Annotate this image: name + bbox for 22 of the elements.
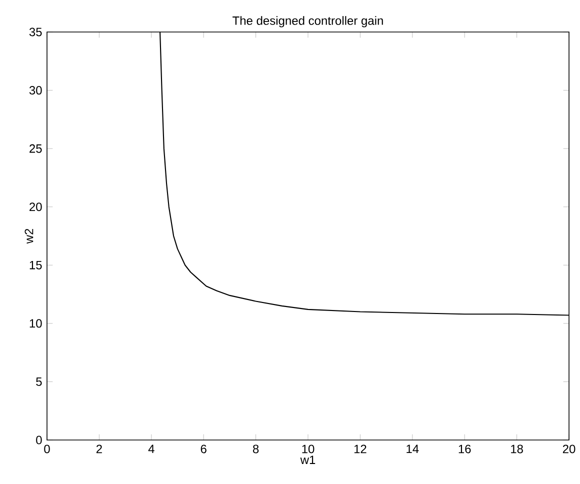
x-tick-label: 18: [511, 444, 523, 454]
x-tick-label: 12: [354, 444, 366, 454]
x-tick-label: 14: [406, 444, 419, 453]
y-tick-label: 35: [29, 28, 42, 36]
x-tick-label: 20: [562, 444, 576, 454]
y-tick-label: 25: [30, 144, 42, 153]
x-tick-label: 16: [458, 444, 471, 454]
y-tick-label: 5: [36, 378, 42, 386]
chart-title: The designed controller gain: [232, 16, 383, 28]
x-tick-label: 6: [200, 444, 206, 454]
x-tick-label: 0: [44, 444, 50, 454]
y-tick-label: 15: [30, 260, 42, 270]
y-axis-title: w2: [24, 228, 34, 244]
x-tick-label: 10: [302, 444, 314, 454]
y-tick-label: 30: [29, 86, 42, 95]
y-tick-label: 20: [30, 202, 42, 212]
y-tick-label: 10: [30, 319, 42, 328]
x-tick-label: 4: [148, 444, 154, 453]
x-axis-title: w1: [300, 456, 316, 464]
x-tick-label: 8: [252, 444, 259, 454]
y-tick-label: 0: [36, 436, 42, 444]
x-tick-label: 2: [96, 444, 102, 454]
